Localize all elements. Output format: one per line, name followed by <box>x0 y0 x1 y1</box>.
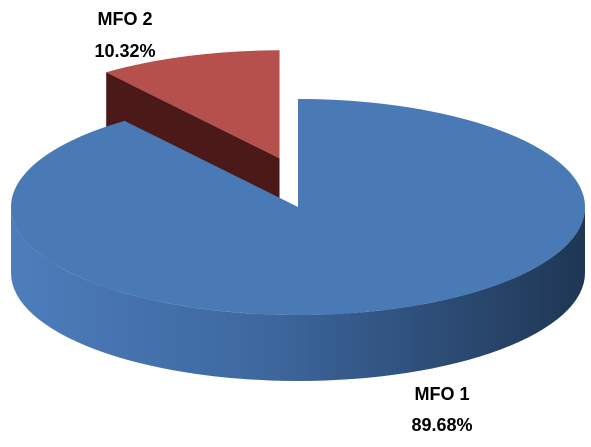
slice-label-mfo-2: MFO 2 <box>97 9 152 29</box>
slice-top <box>106 50 280 159</box>
slice-value-mfo-1: 89.68% <box>411 415 472 435</box>
slice-value-mfo-2: 10.32% <box>94 41 155 61</box>
slice-label-mfo-1: MFO 1 <box>414 384 469 404</box>
pie-slice-mfo-1 <box>10 99 585 381</box>
slice-top <box>10 99 585 315</box>
slices-layer <box>10 50 585 381</box>
slice-rim <box>11 207 585 381</box>
labels-layer: MFO 1 89.68% MFO 2 10.32% <box>94 9 472 435</box>
